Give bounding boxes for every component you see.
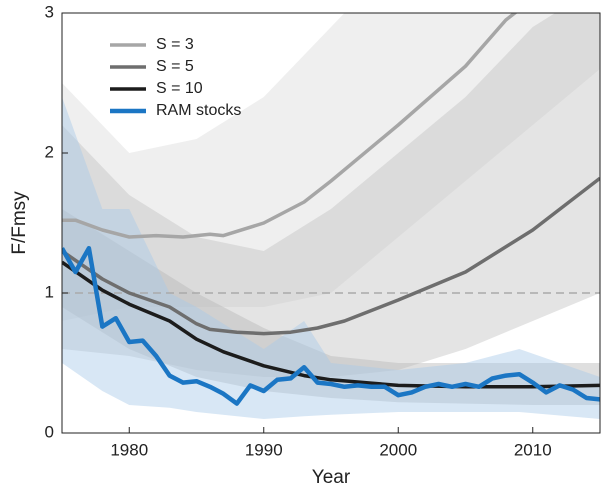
- series-line: [62, 13, 518, 239]
- x-tick-label: 2010: [514, 440, 552, 459]
- uncertainty-band: [62, 13, 600, 321]
- legend-label: RAM stocks: [156, 102, 241, 119]
- axes: 1980 1990 2000 2010 0 1 2 3 S = 3 S = 5 S = 10 RAM …: [45, 2, 601, 459]
- legend-label: S = 3: [156, 36, 194, 53]
- plot-frame: [61, 12, 601, 434]
- series-line: [62, 260, 600, 389]
- plot-area: [62, 13, 600, 419]
- series-line: [62, 176, 600, 336]
- x-tick-label: 1980: [110, 440, 148, 459]
- uncertainty-band: [62, 13, 600, 377]
- series-line: [62, 245, 600, 406]
- legend-label: S = 5: [156, 58, 194, 75]
- y-axis-label: F/Fmsy: [9, 191, 30, 255]
- y-tick-label: 1: [45, 282, 54, 301]
- x-axis-label: Year: [312, 467, 351, 488]
- uncertainty-band: [62, 209, 600, 405]
- y-tick-label: 2: [45, 142, 54, 161]
- legend-label: S = 10: [156, 80, 203, 97]
- y-tick-label: 3: [45, 2, 54, 21]
- y-tick-label: 0: [45, 422, 54, 441]
- x-tick-label: 2000: [379, 440, 417, 459]
- x-tick-label: 1990: [245, 440, 283, 459]
